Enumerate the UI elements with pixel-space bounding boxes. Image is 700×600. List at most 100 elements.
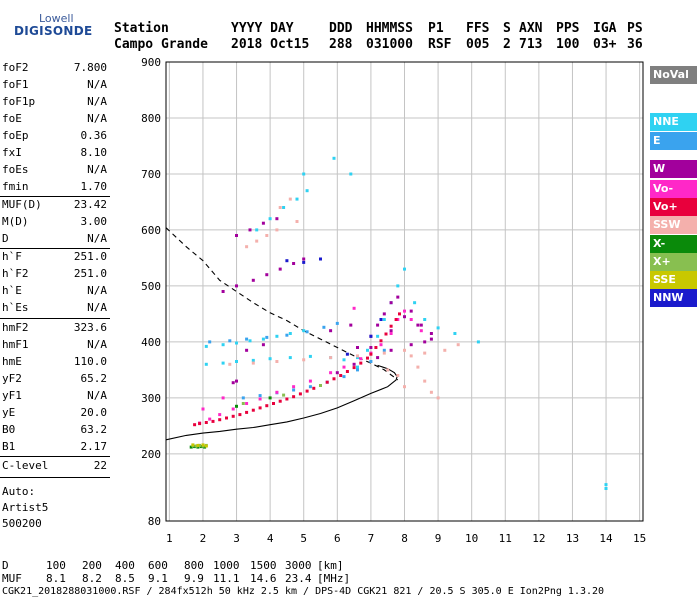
data-point (285, 397, 289, 401)
data-point (251, 408, 255, 412)
data-point (369, 360, 373, 363)
data-point (235, 404, 238, 408)
data-point (308, 385, 312, 389)
param-label: B0 (2, 423, 16, 436)
data-point (218, 418, 222, 422)
data-point (235, 341, 238, 345)
data-point (396, 295, 400, 299)
data-point (423, 340, 427, 344)
data-point (228, 339, 232, 343)
param-label: foF2 (2, 61, 29, 74)
muf-value: 8.1 (46, 572, 66, 585)
data-point (275, 390, 279, 394)
param-value: 0.36 (80, 129, 108, 142)
data-point (221, 343, 225, 347)
muf-value: 14.6 (250, 572, 277, 585)
header-value-axn: 713 (519, 37, 543, 52)
legend-item-nne: NNE (650, 113, 697, 131)
data-point (308, 354, 312, 358)
data-point (423, 379, 427, 383)
param-label: h`F2 (2, 267, 29, 280)
chart-ticks: 1 2 3 4 5 6 7 8 9 10 11 12 13 14 158020030040050060070… (141, 56, 646, 545)
data-point (356, 356, 359, 360)
data-point (265, 404, 269, 408)
param-label: foEs (2, 163, 29, 176)
param-value: 23.42 (73, 198, 107, 211)
data-point (275, 360, 279, 363)
data-point (235, 360, 238, 363)
param-value: N/A (87, 112, 107, 125)
data-point (282, 206, 286, 209)
data-point (218, 413, 222, 417)
data-point (235, 284, 238, 288)
data-point (342, 365, 346, 369)
legend-item-nnw: NNW (650, 289, 697, 307)
data-point (225, 416, 228, 420)
data-point (265, 335, 269, 339)
data-point (305, 330, 309, 334)
param-label: h`E (2, 284, 22, 297)
x-tick-label: 7 (368, 532, 375, 545)
param-row: yF2 65.2 (2, 372, 107, 389)
param-value: 8.10 (80, 146, 108, 159)
param-row: hmE 110.0 (2, 355, 107, 372)
y-tick-label: 80 (148, 515, 161, 528)
data-point (335, 371, 339, 375)
y-tick-label: 900 (141, 56, 161, 69)
data-point (261, 337, 265, 341)
data-point (366, 348, 369, 352)
data-point (251, 278, 255, 282)
param-label: h`Es (2, 301, 29, 314)
muf-distance-value: 1000 (213, 559, 240, 572)
header-label-axn: AXN (519, 21, 543, 36)
data-point (305, 389, 309, 393)
data-point (295, 220, 299, 223)
data-point (265, 273, 269, 277)
data-point (423, 318, 427, 321)
data-point (288, 356, 292, 360)
data-point (403, 348, 406, 352)
data-point (201, 407, 205, 411)
x-tick-label: 5 (300, 532, 307, 545)
x-tick-label: 1 (166, 532, 173, 545)
logo-digisonde-text: DIGISONDE (14, 24, 93, 38)
data-point (268, 357, 272, 361)
param-label: C-level (2, 459, 49, 472)
legend-item-vo-minus: Vo- (650, 180, 697, 198)
data-point (396, 318, 400, 321)
muf-value: 8.2 (82, 572, 102, 585)
data-point (231, 381, 235, 385)
header-label-ps: PS (627, 21, 643, 36)
data-point (204, 362, 208, 366)
data-point (265, 234, 269, 237)
data-point (389, 332, 393, 335)
param-divider (0, 477, 110, 478)
legend-item-sse: SSE (650, 271, 697, 289)
data-point (416, 365, 420, 369)
data-point (302, 329, 306, 333)
data-point (349, 172, 353, 176)
header-label-station: Station (114, 21, 169, 36)
data-point (231, 414, 235, 418)
data-point (235, 234, 238, 237)
data-point (245, 348, 249, 352)
data-point (604, 483, 608, 487)
data-point (369, 352, 373, 356)
param-value: N/A (87, 95, 107, 108)
muf-distance-value: 1500 (250, 559, 277, 572)
data-point (275, 217, 279, 221)
data-point (308, 379, 312, 383)
param-row: fmin 1.70 (2, 180, 107, 197)
header-label-s: S (503, 21, 511, 36)
y-tick-label: 500 (141, 280, 161, 293)
data-point (382, 318, 386, 321)
data-point (329, 356, 333, 360)
data-point (423, 351, 427, 355)
param-value: 1.70 (80, 180, 108, 193)
data-point (189, 445, 193, 449)
legend-item-e: E (650, 132, 697, 150)
data-point (325, 380, 329, 384)
data-point (396, 374, 400, 377)
data-point (374, 346, 378, 349)
data-point (376, 334, 380, 338)
